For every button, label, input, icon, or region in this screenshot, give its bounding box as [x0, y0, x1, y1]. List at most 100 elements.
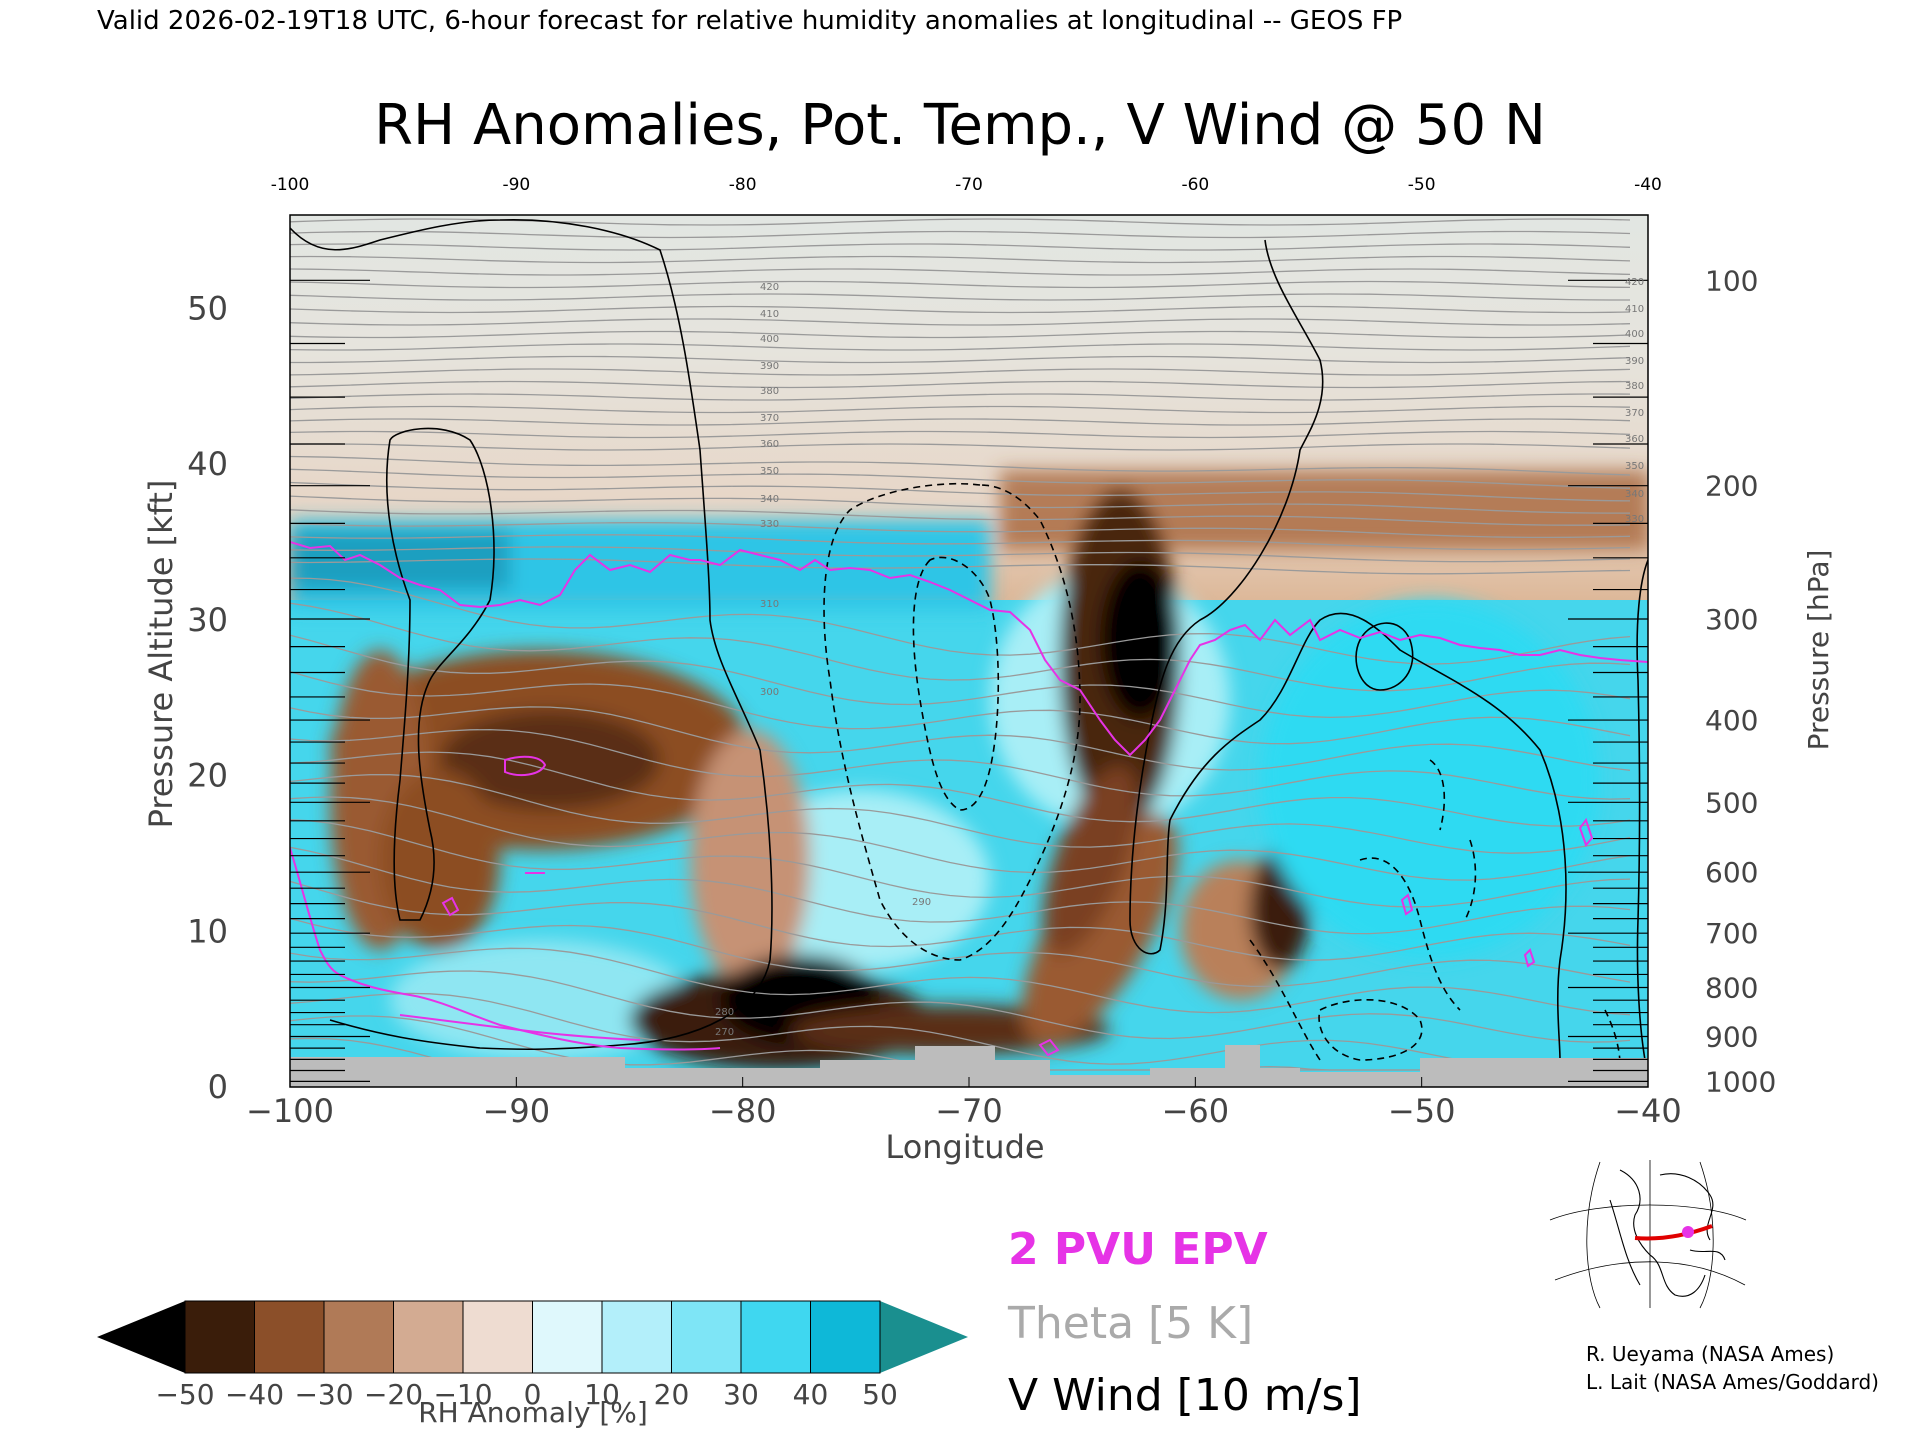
y-tick-label: 0	[208, 1068, 228, 1106]
x-axis-bottom: −100 −90 −80 −70 −60 −50 −40	[246, 1077, 1682, 1130]
theta-contour	[290, 728, 1631, 800]
y-axis-left-label: Pressure Altitude [kft]	[142, 480, 180, 829]
epv-2pvu-marker	[441, 896, 460, 917]
legend-vwind: V Wind [10 m/s]	[1008, 1370, 1362, 1421]
theta-contour	[290, 670, 1631, 745]
theta-label: 360	[760, 439, 779, 450]
plot-area	[290, 215, 1648, 1087]
y-tick-label-right: 400	[1705, 704, 1758, 737]
dry-patch-west-lower	[380, 770, 500, 950]
colorbar-tick-label: 20	[654, 1378, 690, 1411]
epv-2pvu-contours	[290, 541, 1648, 1057]
theta-label: 300	[760, 687, 779, 698]
colorbar-tick-label: 10	[584, 1378, 620, 1411]
theta-label-east: 390	[1625, 356, 1644, 367]
theta-contour	[290, 355, 1631, 364]
y-tick-label-right: 300	[1705, 603, 1758, 636]
theta-contour	[290, 846, 1631, 935]
vwind-10-contour-east	[1249, 939, 1321, 1061]
theta-contour	[290, 509, 1631, 526]
theta-contour	[290, 706, 1631, 771]
vwind-zero-contour-west	[290, 218, 773, 1051]
x-tick-label-top: -90	[502, 175, 530, 195]
theta-contour	[290, 293, 1630, 301]
theta-contour	[290, 268, 1631, 276]
colorbar-swatch	[532, 1300, 603, 1374]
colorbar-tick-label: −40	[225, 1378, 284, 1411]
colorbar-tick-label: 0	[524, 1378, 542, 1411]
epv-2pvu-lower	[290, 847, 721, 1051]
valid-time-header: Valid 2026-02-19T18 UTC, 6-hour forecast…	[97, 6, 1402, 36]
theta-contour	[290, 634, 1631, 719]
y-tick-label-right: 100	[1705, 264, 1758, 297]
y-tick-label-right: 900	[1705, 1021, 1758, 1054]
y-axis-right-label: Pressure [hPa]	[1802, 550, 1835, 751]
vwind-contours	[290, 218, 1648, 1066]
theta-contour-labels: 420 420 410 410 400 400 390 390 380 380 370 370 360 3…	[715, 277, 1644, 1038]
epv-2pvu-lower-b	[399, 1014, 641, 1041]
vwind-zero-contour-center	[1129, 239, 1567, 1061]
theta-label-east: 370	[1625, 408, 1644, 419]
theta-contour	[290, 534, 1631, 551]
theta-contour	[290, 468, 1631, 489]
theta-contour	[290, 774, 1631, 854]
vwind-10-contour-east4	[1429, 759, 1446, 831]
theta-contour	[290, 230, 1631, 239]
theta-contour	[290, 405, 1631, 414]
theta-contours	[290, 218, 1631, 1071]
colorbar-swatch	[393, 1300, 464, 1374]
theta-contour	[290, 522, 1631, 539]
colorbar-label: RH Anomaly [%]	[418, 1396, 648, 1429]
colorbar-tick-label: 50	[862, 1378, 898, 1411]
colorbar-tick-label: −10	[433, 1378, 492, 1411]
pressure-tick-marks	[290, 279, 1648, 1082]
theta-contour	[290, 455, 1631, 476]
theta-contour	[290, 330, 1631, 339]
theta-label: 350	[760, 466, 779, 477]
x-tick-label-top: -60	[1181, 175, 1209, 195]
theta-contour	[290, 443, 1631, 451]
y-tick-label: 50	[187, 289, 228, 327]
moist-patch-east	[1260, 600, 1600, 960]
chart-title: RH Anomalies, Pot. Temp., V Wind @ 50 N	[374, 93, 1546, 158]
theta-contour	[290, 305, 1631, 314]
theta-contour	[290, 751, 1631, 827]
theta-label: 330	[760, 519, 779, 530]
x-tick-label: −80	[709, 1092, 777, 1130]
colorbar-tick-label: −20	[364, 1378, 423, 1411]
x-tick-label-top: -100	[271, 175, 310, 195]
theta-contour	[290, 495, 1630, 514]
theta-label: 280	[715, 1007, 734, 1018]
theta-contour	[290, 818, 1631, 908]
colorbar-tick-label: 40	[793, 1378, 829, 1411]
theta-contour	[290, 602, 1631, 692]
vwind-zero-contour-east-loop	[1355, 622, 1414, 691]
colorbar-tick-label: −50	[155, 1378, 214, 1411]
theta-label: 370	[760, 413, 779, 424]
theta-contour	[290, 318, 1631, 326]
epv-2pvu-ring	[504, 755, 547, 777]
x-tick-label: −70	[935, 1092, 1003, 1130]
theta-contour	[290, 343, 1631, 351]
legend-epv: 2 PVU EPV	[1008, 1224, 1268, 1275]
vwind-10-contour	[823, 482, 1081, 961]
x-tick-label-top: -50	[1408, 175, 1436, 195]
vwind-zero-contour-west-loop	[385, 427, 495, 921]
theta-contour	[290, 546, 1631, 563]
y-tick-label: 10	[187, 912, 228, 950]
inset-map-coastlines	[1609, 1169, 1726, 1297]
theta-label: 340	[760, 494, 779, 505]
y-axis-right: 1000 900 800 700 600 500 400 300 200 100	[1705, 264, 1776, 1098]
y-tick-label-right: 1000	[1705, 1065, 1776, 1098]
x-tick-label: −60	[1162, 1092, 1230, 1130]
y-tick-label: 30	[187, 601, 228, 639]
theta-contour	[290, 992, 1631, 1070]
colorbar-tick-label: 30	[723, 1378, 759, 1411]
theta-contour	[290, 917, 1631, 988]
theta-label: 310	[760, 599, 779, 610]
colorbar-swatch	[601, 1300, 672, 1374]
colorbar-swatch	[323, 1300, 394, 1374]
x-tick-label: −90	[483, 1092, 551, 1130]
inset-map-section-line	[1634, 1224, 1713, 1241]
